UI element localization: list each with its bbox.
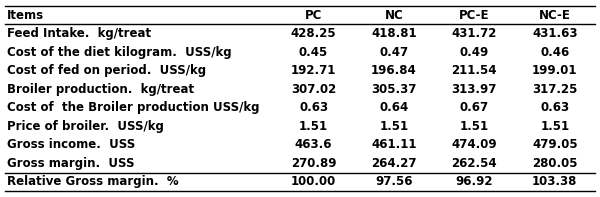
Text: 1.51: 1.51 <box>460 120 489 133</box>
Text: Cost of the diet kilogram.  USS/kg: Cost of the diet kilogram. USS/kg <box>7 46 232 59</box>
Text: 307.02: 307.02 <box>291 83 336 96</box>
Text: 0.64: 0.64 <box>379 101 409 114</box>
Text: Gross income.  USS: Gross income. USS <box>7 138 136 151</box>
Text: 96.92: 96.92 <box>455 175 493 188</box>
Text: 192.71: 192.71 <box>291 64 336 77</box>
Text: 317.25: 317.25 <box>532 83 577 96</box>
Text: 428.25: 428.25 <box>291 27 337 40</box>
Text: 1.51: 1.51 <box>379 120 409 133</box>
Text: 479.05: 479.05 <box>532 138 578 151</box>
Text: Cost of  the Broiler production USS/kg: Cost of the Broiler production USS/kg <box>7 101 260 114</box>
Text: Price of broiler.  USS/kg: Price of broiler. USS/kg <box>7 120 164 133</box>
Text: Items: Items <box>7 9 44 22</box>
Text: 196.84: 196.84 <box>371 64 417 77</box>
Text: Relative Gross margin.  %: Relative Gross margin. % <box>7 175 179 188</box>
Text: PC-E: PC-E <box>459 9 490 22</box>
Text: 418.81: 418.81 <box>371 27 416 40</box>
Text: 211.54: 211.54 <box>451 64 497 77</box>
Text: NC-E: NC-E <box>539 9 571 22</box>
Text: 305.37: 305.37 <box>371 83 416 96</box>
Text: 0.46: 0.46 <box>540 46 569 59</box>
Text: 461.11: 461.11 <box>371 138 416 151</box>
Text: 103.38: 103.38 <box>532 175 577 188</box>
Text: 100.00: 100.00 <box>291 175 336 188</box>
Text: 313.97: 313.97 <box>451 83 497 96</box>
Text: 0.49: 0.49 <box>460 46 489 59</box>
Text: PC: PC <box>305 9 322 22</box>
Text: 280.05: 280.05 <box>532 157 578 170</box>
Text: 262.54: 262.54 <box>451 157 497 170</box>
Text: 0.47: 0.47 <box>379 46 409 59</box>
Text: 97.56: 97.56 <box>375 175 413 188</box>
Text: NC: NC <box>385 9 403 22</box>
Text: 431.72: 431.72 <box>451 27 497 40</box>
Text: 0.67: 0.67 <box>460 101 489 114</box>
Text: 270.89: 270.89 <box>291 157 337 170</box>
Text: 431.63: 431.63 <box>532 27 578 40</box>
Text: 0.45: 0.45 <box>299 46 328 59</box>
Text: 474.09: 474.09 <box>451 138 497 151</box>
Text: 1.51: 1.51 <box>299 120 328 133</box>
Text: Gross margin.  USS: Gross margin. USS <box>7 157 134 170</box>
Text: 0.63: 0.63 <box>299 101 328 114</box>
Text: Cost of fed on period.  USS/kg: Cost of fed on period. USS/kg <box>7 64 206 77</box>
Text: 199.01: 199.01 <box>532 64 578 77</box>
Text: Feed Intake.  kg/treat: Feed Intake. kg/treat <box>7 27 151 40</box>
Text: 1.51: 1.51 <box>540 120 569 133</box>
Text: 264.27: 264.27 <box>371 157 416 170</box>
Text: 463.6: 463.6 <box>295 138 332 151</box>
Text: 0.63: 0.63 <box>540 101 569 114</box>
Text: Broiler production.  kg/treat: Broiler production. kg/treat <box>7 83 194 96</box>
